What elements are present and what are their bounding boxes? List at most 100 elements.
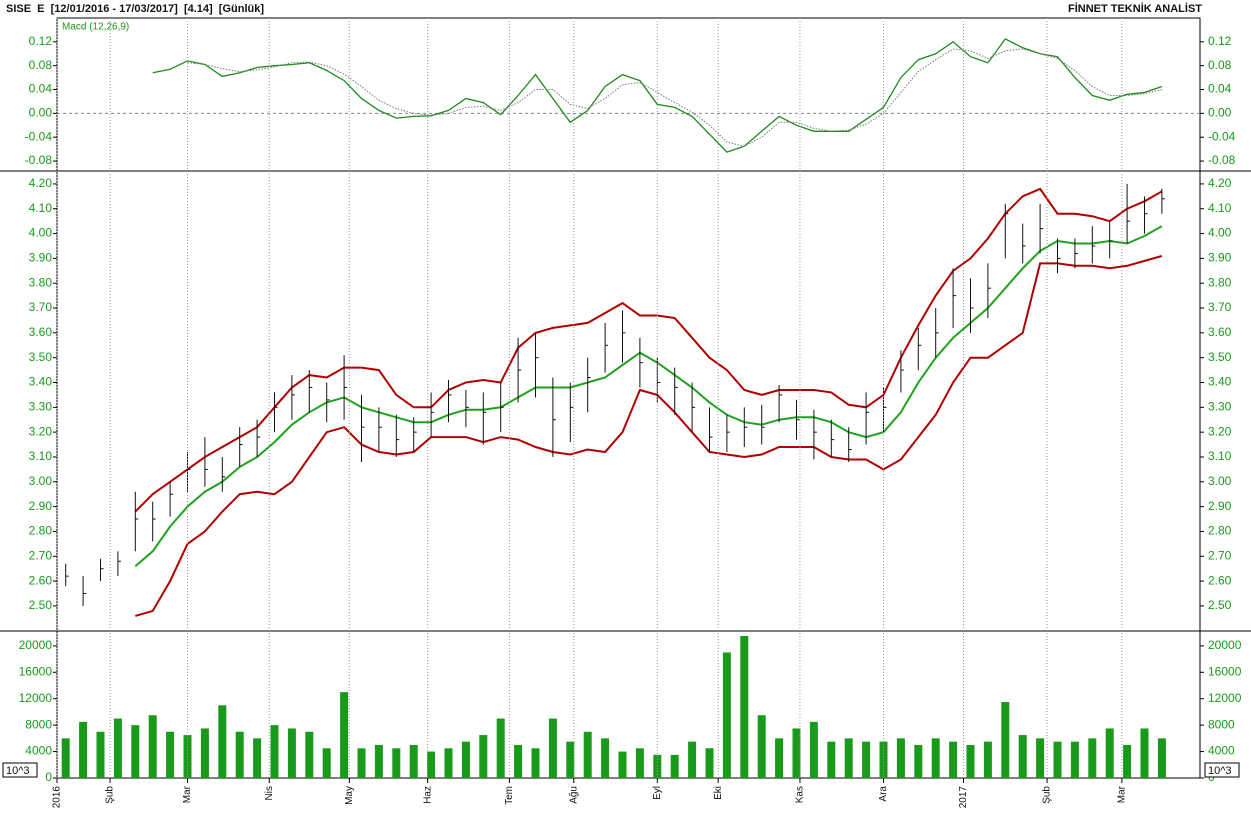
- x-tick-label: Nis: [264, 786, 275, 800]
- y-tick-label-right: 3.40: [1208, 375, 1232, 389]
- volume-bar: [792, 728, 801, 778]
- y-tick-label-right: 0.04: [1208, 82, 1232, 96]
- y-tick-label: 4.20: [29, 176, 53, 190]
- volume-bar: [113, 718, 122, 778]
- macd-line: [187, 48, 1163, 147]
- y-tick-label-right: -0.04: [1208, 129, 1236, 143]
- bollinger-band: [134, 225, 1163, 567]
- y-tick-label: 0.12: [29, 34, 53, 48]
- volume-bar: [1018, 735, 1027, 778]
- y-tick-label-right: 3.20: [1208, 424, 1232, 438]
- volume-bar: [1001, 702, 1010, 778]
- plot-frame: [56, 17, 1201, 779]
- volume-bar: [479, 735, 488, 778]
- volume-bar: [340, 692, 349, 778]
- y-tick-label-right: 12000: [1208, 691, 1242, 705]
- y-tick-label-right: 3.00: [1208, 474, 1232, 488]
- y-tick-label: 2.90: [29, 499, 53, 513]
- header-brand: FİNNET TEKNİK ANALİST: [1068, 2, 1202, 15]
- volume-bar: [1123, 744, 1132, 778]
- y-tick-label: 20000: [19, 638, 53, 652]
- volume-bar: [844, 738, 853, 778]
- y-tick-label-right: 2.90: [1208, 499, 1232, 513]
- y-tick-label: 3.40: [29, 375, 53, 389]
- macd-line: [152, 38, 1163, 153]
- volume-bar: [1036, 738, 1045, 778]
- volume-bar: [548, 718, 557, 778]
- y-tick-label-right: 3.60: [1208, 325, 1232, 339]
- y-tick-label-right: 0.08: [1208, 58, 1232, 72]
- y-tick-label: 8000: [25, 717, 52, 731]
- x-tick-label: Mar: [1117, 785, 1128, 803]
- y-tick-label: -0.04: [25, 129, 53, 143]
- volume-bar: [270, 725, 279, 778]
- volume-bar: [618, 751, 627, 778]
- x-tick-label: Tem: [504, 786, 515, 805]
- y-tick-label-right: 3.30: [1208, 400, 1232, 414]
- volume-bar: [722, 652, 731, 778]
- y-tick-label-right: 16000: [1208, 664, 1242, 678]
- x-tick-label: 2016: [52, 786, 63, 809]
- volume-bar: [131, 725, 140, 778]
- volume-bar: [392, 748, 401, 778]
- volume-bar: [635, 748, 644, 778]
- y-tick-label-right: 3.10: [1208, 449, 1232, 463]
- x-tick-label: Mar: [182, 785, 193, 803]
- volume-bar: [896, 738, 905, 778]
- y-tick-label-right: 3.80: [1208, 275, 1232, 289]
- volume-bar: [287, 728, 296, 778]
- volume-bar: [496, 718, 505, 778]
- volume-bar: [966, 744, 975, 778]
- x-tick-label: Eki: [713, 786, 724, 800]
- volume-bar: [148, 715, 157, 778]
- y-tick-label: 3.00: [29, 474, 53, 488]
- volume-bar: [357, 748, 366, 778]
- volume-bar: [583, 731, 592, 778]
- y-tick-label: 3.30: [29, 400, 53, 414]
- volume-bar: [827, 741, 836, 778]
- y-tick-label: 3.10: [29, 449, 53, 463]
- x-tick-label: Şub: [1042, 786, 1053, 804]
- volume-bar: [757, 715, 766, 778]
- y-tick-label-right: 0.12: [1208, 34, 1232, 48]
- volume-bar: [566, 741, 575, 778]
- volume-bar: [688, 741, 697, 778]
- volume-bar: [653, 754, 662, 778]
- y-tick-label: 2.80: [29, 524, 53, 538]
- y-tick-label-right: 2.60: [1208, 573, 1232, 587]
- volume-bar: [949, 741, 958, 778]
- volume-bar: [322, 748, 331, 778]
- volume-bar: [427, 751, 436, 778]
- y-tick-label: 0: [45, 770, 52, 784]
- volume-bar: [531, 748, 540, 778]
- units-label: 10^3: [6, 765, 30, 777]
- y-tick-label: 3.80: [29, 275, 53, 289]
- volume-bar: [218, 705, 227, 778]
- y-tick-label: 4000: [25, 744, 52, 758]
- volume-bar: [775, 738, 784, 778]
- header-title: SISE E [12/01/2016 - 17/03/2017] [4.14] …: [6, 3, 264, 15]
- volume-bar: [235, 731, 244, 778]
- y-tick-label: 12000: [19, 691, 53, 705]
- volume-bar: [166, 731, 175, 778]
- y-tick-label: 0.08: [29, 58, 53, 72]
- bollinger-band: [135, 254, 1163, 617]
- x-tick-label: Kas: [795, 786, 806, 803]
- y-tick-label: 2.60: [29, 573, 53, 587]
- y-tick-label: 0.00: [29, 106, 53, 120]
- volume-bar: [374, 744, 383, 778]
- volume-bar: [1140, 728, 1149, 778]
- y-tick-label: 3.70: [29, 300, 53, 314]
- y-tick-label-right: 8000: [1208, 717, 1235, 731]
- volume-bar: [601, 738, 610, 778]
- volume-bar: [305, 731, 314, 778]
- y-tick-label: 3.60: [29, 325, 53, 339]
- volume-bar: [670, 754, 679, 778]
- x-tick-label: Şub: [105, 786, 116, 804]
- y-tick-label: 2.50: [29, 598, 53, 612]
- y-tick-label-right: 2.80: [1208, 524, 1232, 538]
- y-tick-label: 4.10: [29, 201, 53, 215]
- y-tick-label: 2.70: [29, 548, 53, 562]
- volume-bar: [809, 721, 818, 778]
